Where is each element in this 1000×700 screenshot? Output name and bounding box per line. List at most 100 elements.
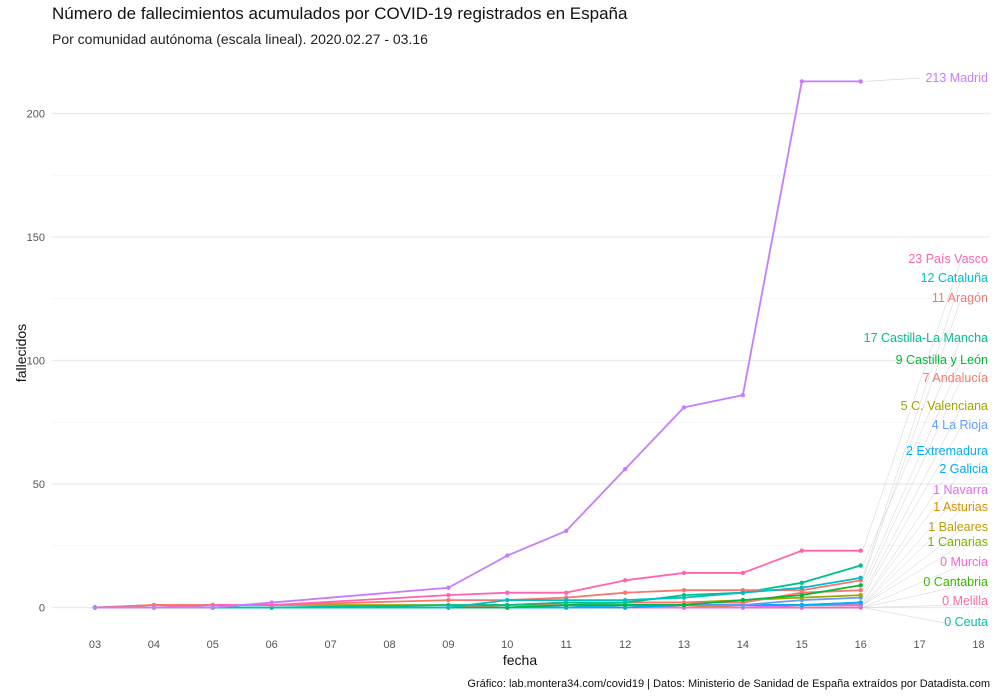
x-tick-label: 14 xyxy=(737,639,749,651)
data-point xyxy=(799,585,804,590)
data-point xyxy=(858,600,863,605)
series-line xyxy=(95,80,861,609)
data-point xyxy=(681,602,687,608)
series-end-label: 17 Castilla-La Mancha xyxy=(864,331,988,345)
label-leader-line xyxy=(862,530,961,606)
x-tick-label: 07 xyxy=(324,639,336,651)
series-end-label: 9 Castilla y León xyxy=(896,353,988,367)
data-point xyxy=(269,600,274,605)
series-end-label: 0 Murcia xyxy=(940,555,988,569)
data-point xyxy=(446,605,451,610)
x-tick-label: 17 xyxy=(913,639,925,651)
data-point xyxy=(210,605,215,610)
label-leader-line xyxy=(862,472,961,603)
x-tick-label: 09 xyxy=(442,639,454,651)
series-end-label: 1 Navarra xyxy=(933,483,988,497)
series-end-label: 1 Canarias xyxy=(928,535,988,549)
data-point xyxy=(858,548,863,553)
series-end-label: 7 Andalucía xyxy=(923,371,988,385)
label-leader-line xyxy=(862,604,961,608)
label-leader-line xyxy=(864,77,921,82)
chart-title: Número de fallecimientos acumulados por … xyxy=(52,4,628,23)
data-point xyxy=(799,602,804,608)
data-point xyxy=(505,602,510,608)
data-point xyxy=(799,548,804,553)
series-end-label: 12 Cataluña xyxy=(921,271,988,285)
label-leader-line xyxy=(862,585,961,608)
data-point xyxy=(799,79,804,84)
x-tick-label: 15 xyxy=(796,639,808,651)
data-point xyxy=(622,466,628,472)
label-leader-line xyxy=(862,545,961,606)
data-point xyxy=(564,528,569,534)
data-point xyxy=(740,570,746,576)
series-end-label: 213 Madrid xyxy=(925,71,988,85)
x-tick-label: 11 xyxy=(560,639,571,651)
series-line xyxy=(95,549,861,609)
label-leader-line xyxy=(862,301,961,581)
series-end-label: 1 Baleares xyxy=(928,520,988,534)
y-tick-label: 0 xyxy=(39,603,45,615)
data-point xyxy=(446,585,451,590)
y-tick-label: 50 xyxy=(33,479,45,491)
x-tick-label: 03 xyxy=(89,639,101,651)
y-tick-label: 100 xyxy=(27,356,45,368)
chart-caption: Gráfico: lab.montera34.com/covid19 | Dat… xyxy=(467,678,990,690)
x-tick-label: 13 xyxy=(678,639,690,651)
series-line xyxy=(95,576,861,609)
label-leader-line xyxy=(862,428,961,598)
data-point xyxy=(564,590,569,595)
data-point xyxy=(622,597,628,603)
data-point xyxy=(858,592,863,598)
data-point xyxy=(858,588,863,593)
data-point xyxy=(799,580,804,585)
series-end-label: 4 La Rioja xyxy=(932,418,988,432)
label-leader-line xyxy=(862,607,961,627)
y-tick-label: 200 xyxy=(27,109,45,121)
data-point xyxy=(446,592,451,598)
data-point xyxy=(858,563,863,568)
series-end-label: 0 Ceuta xyxy=(944,615,988,629)
data-point xyxy=(681,595,687,600)
x-tick-label: 12 xyxy=(619,639,631,651)
x-tick-label: 06 xyxy=(266,639,278,651)
x-tick-label: 04 xyxy=(148,639,160,651)
data-point xyxy=(622,590,628,595)
data-point xyxy=(505,553,510,558)
series-end-label: 0 Cantabria xyxy=(923,575,988,589)
label-leader-line xyxy=(862,510,961,606)
data-point xyxy=(505,590,510,595)
y-tick-label: 150 xyxy=(27,232,45,244)
series-end-label: 5 C. Valenciana xyxy=(901,399,988,413)
series-end-label: 2 Galicia xyxy=(939,462,988,476)
data-point xyxy=(740,590,746,595)
data-point xyxy=(740,392,746,398)
series-end-label: 23 País Vasco xyxy=(908,252,988,266)
x-tick-label: 18 xyxy=(972,639,984,651)
label-leader-line xyxy=(862,381,961,591)
data-point xyxy=(151,605,157,610)
label-leader-line xyxy=(862,341,961,566)
x-axis-label: fecha xyxy=(502,652,538,668)
data-point xyxy=(858,79,863,84)
label-leader-line xyxy=(862,493,961,606)
data-point xyxy=(740,597,746,603)
data-point xyxy=(799,592,804,598)
label-leader-line xyxy=(862,262,961,551)
data-point xyxy=(858,575,863,581)
x-tick-label: 16 xyxy=(855,639,867,651)
data-point xyxy=(505,597,510,603)
series-end-label: 1 Asturias xyxy=(933,500,988,514)
data-point xyxy=(622,578,628,583)
series-end-label: 2 Extremadura xyxy=(906,444,988,458)
label-leader-line xyxy=(862,409,961,596)
data-point xyxy=(858,583,863,588)
data-point xyxy=(446,597,451,603)
x-tick-label: 08 xyxy=(383,639,395,651)
data-point xyxy=(92,605,98,610)
data-point xyxy=(564,597,569,603)
data-point xyxy=(681,588,687,593)
chart-subtitle: Por comunidad autónoma (escala lineal). … xyxy=(52,31,428,47)
x-tick-label: 10 xyxy=(501,639,513,651)
